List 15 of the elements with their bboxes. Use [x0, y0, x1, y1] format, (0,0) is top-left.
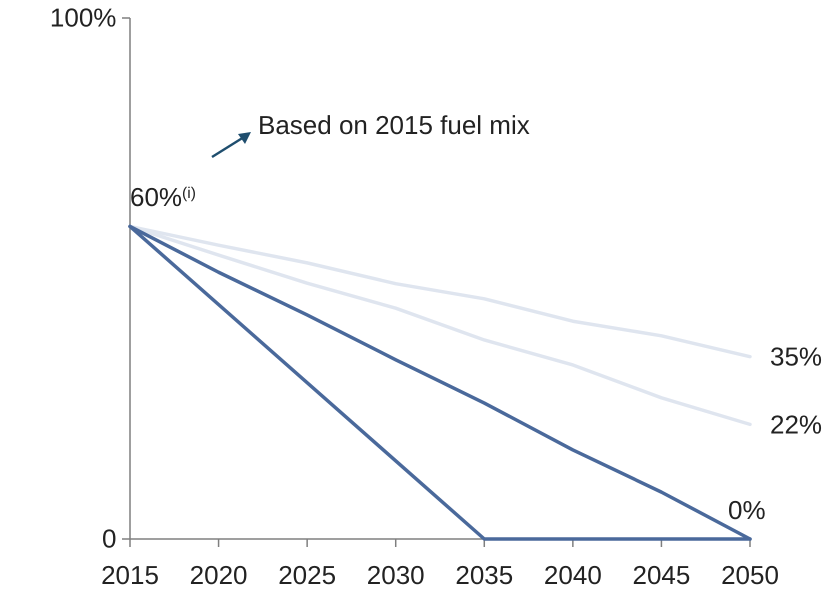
annotation: Based on 2015 fuel mix [258, 110, 530, 140]
data-label: 0% [728, 495, 766, 525]
x-tick-label: 2045 [632, 560, 690, 590]
x-tick-label: 2040 [544, 560, 602, 590]
y-tick-label: 100% [50, 2, 116, 32]
x-tick-label: 2025 [278, 560, 336, 590]
data-label: 35% [770, 342, 822, 372]
annotation: 60%$^{(i)}$ [130, 182, 196, 212]
x-tick-label: 2030 [366, 560, 425, 590]
data-label: 22% [770, 409, 822, 440]
x-tick-label: 2020 [190, 560, 248, 590]
x-tick-label: 2035 [455, 560, 514, 590]
y-tick-label: 0 [102, 523, 116, 554]
x-tick-label: 2015 [101, 560, 159, 590]
x-tick-label: 2050 [721, 560, 779, 590]
